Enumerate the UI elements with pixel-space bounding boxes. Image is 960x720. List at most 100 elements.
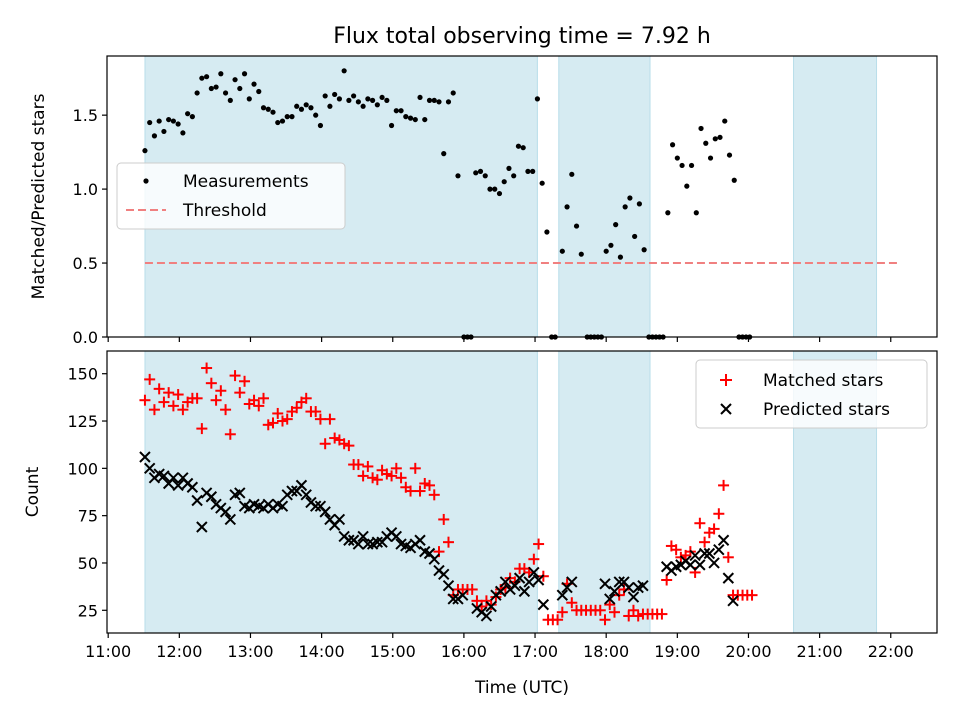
measurement-point [161,128,167,135]
measurement-point [520,145,526,151]
matched-star-point [239,375,251,387]
measurement-point [441,151,447,157]
measurement-point [204,74,210,80]
predicted-star-point [172,479,184,492]
measurement-point [194,90,200,96]
matched-star-point [357,470,369,482]
measurement-point [237,85,243,92]
measurement-point [688,162,695,169]
bottom-axes: 11:00 12:00 13:00 14:00 15:00 16:00 17:00 18:00… [67,365,913,661]
matched-star-point [158,396,170,408]
measurement-point [294,103,300,109]
matched-star-point [718,479,730,491]
predicted-star-point [352,538,365,550]
predicted-star-point [295,479,308,492]
measurement-point [317,122,324,129]
measurement-point [384,97,390,103]
matched-star-point [442,536,454,548]
predicted-star-point [694,559,706,571]
measurement-point [346,97,352,103]
matched-star-point [291,402,303,414]
matched-star-point [224,428,236,440]
x-tick-label: 17:00 [512,642,558,661]
predicted-star-point [167,472,180,484]
top-panel: 0.0 0.5 1.0 1.5 Matched/Predicted stars Mea… [29,55,938,347]
measurement-point [530,168,536,174]
matched-star-point [608,606,620,618]
matched-star-point [699,536,711,548]
y-tick-label: 125 [67,412,98,431]
measurement-point [156,118,162,124]
measurement-point [436,99,442,105]
measurement-point [707,155,714,161]
measurement-point [374,102,380,108]
predicted-star-point [480,610,493,622]
matched-star-point [632,610,644,622]
matched-star-point [490,591,502,603]
measurement-point [180,130,186,136]
measurement-point [426,97,433,103]
measurement-point [151,133,158,139]
matched-star-point [395,472,407,484]
matched-star-point [552,614,564,626]
matched-star-point [566,597,578,609]
measurement-point [360,103,366,109]
matched-star-point [670,544,682,556]
matched-star-point [139,394,151,406]
measurement-point [284,114,290,120]
matched-star-point [258,392,270,404]
matched-star-point [414,485,426,497]
measurement-point [731,177,737,183]
predicted-star-point [234,487,246,499]
measurement-point [641,247,647,253]
measurement-point [534,96,541,102]
matched-star-point [276,415,288,427]
matched-star-point [386,470,398,482]
measurement-point [636,201,642,207]
measurement-point [270,109,276,115]
predicted-star-point [684,559,697,571]
measurement-point [412,116,418,123]
matched-stars-series [139,362,758,626]
matched-star-point [371,474,383,486]
measurement-point [265,106,271,112]
measurement-point [608,242,614,248]
y-tick-label: 150 [67,365,98,384]
measurement-point [260,105,267,111]
measurement-point [559,248,565,254]
predicted-star-point [713,544,725,556]
matched-star-point [367,472,379,484]
matched-star-point [310,406,322,418]
matched-star-point [272,407,284,419]
matched-star-point [604,599,616,611]
matched-star-point [623,610,635,622]
predicted-star-point [523,576,535,588]
predicted-star-point [143,462,156,475]
predicted-star-point [186,481,199,493]
predicted-star-point [528,566,540,579]
predicted-star-point [205,491,218,503]
top-axes: 0.0 0.5 1.0 1.5 [73,106,892,347]
matched-star-point [300,392,312,404]
y-tick-label: 75 [78,507,98,526]
predicted-star-point [414,534,426,546]
measurement-point [693,210,699,216]
predicted-star-point [371,536,384,548]
predicted-star-point [309,500,322,512]
measurement-point [142,148,148,154]
measurement-point [351,93,357,99]
measurement-point [388,122,395,129]
matched-star-point [713,508,725,520]
measurement-point [322,93,328,99]
y-tick-label: 50 [78,554,98,573]
predicted-star-point [698,547,711,560]
measurement-point [698,125,704,132]
predicted-star-point [509,579,521,592]
measurement-point [539,180,545,186]
measurement-point [246,96,252,102]
shaded-interval-2 [558,55,651,338]
matched-star-point [205,377,217,389]
y-tick-label: 100 [67,459,98,478]
matched-star-point [314,413,326,425]
